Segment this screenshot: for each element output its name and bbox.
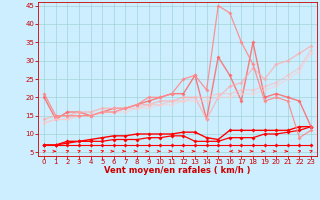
X-axis label: Vent moyen/en rafales ( km/h ): Vent moyen/en rafales ( km/h ) [104,166,251,175]
